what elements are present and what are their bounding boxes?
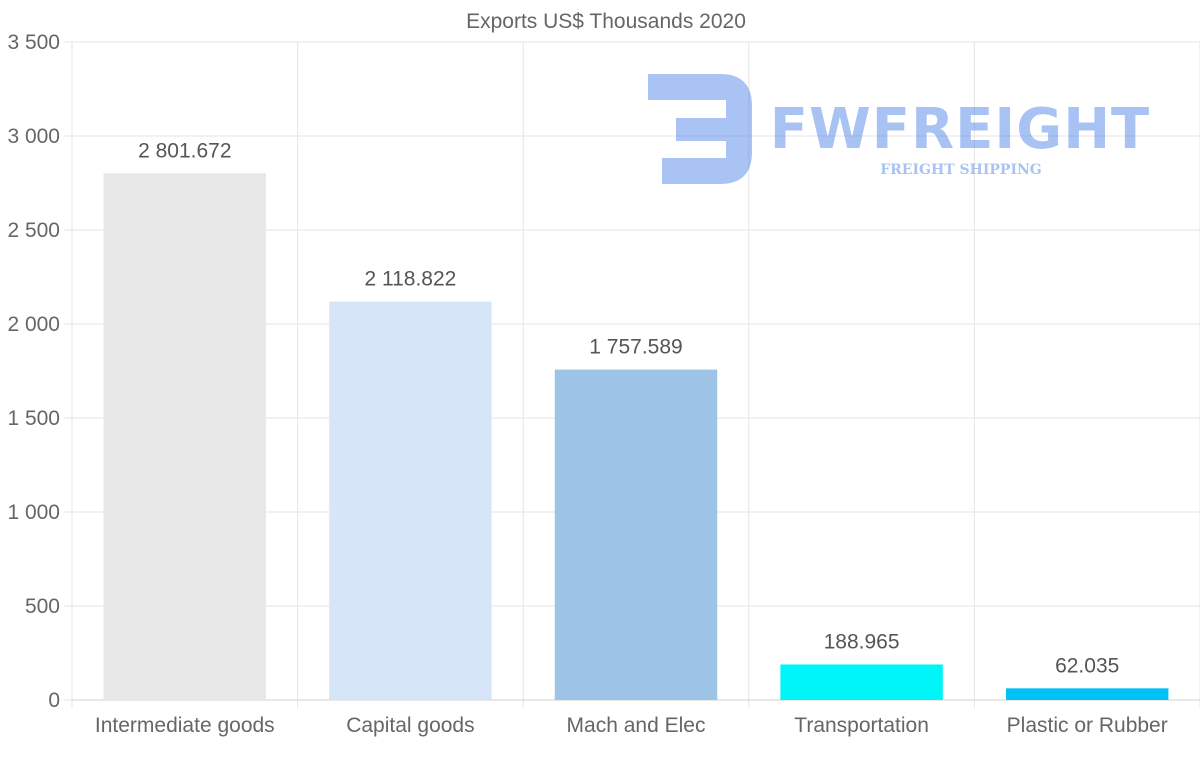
bars: 2 801.672 Intermediate goods 2 118.822 Capi… [95, 139, 1169, 737]
bar-value-label: 62.035 [1055, 654, 1119, 677]
watermark-brand: FWFREIGHT [770, 97, 1151, 162]
x-tick-label: Transportation [794, 714, 929, 737]
bar[interactable] [329, 301, 492, 700]
chart-title: Exports US$ Thousands 2020 [466, 10, 746, 33]
bar-value-label: 1 757.589 [589, 336, 682, 359]
y-tick-label: 2 500 [7, 219, 60, 242]
bar-value-label: 188.965 [824, 630, 900, 653]
bar[interactable] [103, 173, 267, 701]
x-tick-label: Capital goods [346, 714, 474, 737]
y-tick-label: 3 500 [7, 31, 60, 54]
y-tick-label: 500 [25, 595, 60, 618]
grid-lines: 0 500 1 000 1 500 2 000 2 500 3 000 3 500 [7, 31, 1200, 712]
bar[interactable] [780, 664, 943, 700]
y-tick-label: 1 500 [7, 407, 60, 430]
x-tick-label: Intermediate goods [95, 714, 275, 737]
watermark-tagline: FREIGHT SHIPPING [880, 162, 1042, 178]
watermark-logo: FWFREIGHT FREIGHT SHIPPING [648, 74, 1151, 184]
y-tick-label: 3 000 [7, 125, 60, 148]
x-tick-label: Mach and Elec [567, 714, 706, 737]
y-tick-label: 2 000 [7, 313, 60, 336]
bar-value-label: 2 801.672 [138, 139, 231, 162]
x-tick-label: Plastic or Rubber [1007, 714, 1168, 737]
bar[interactable] [1005, 688, 1169, 700]
fwfreight-logo-icon [648, 74, 752, 184]
y-tick-label: 0 [48, 689, 60, 712]
bar[interactable] [554, 369, 718, 700]
bar-value-label: 2 118.822 [364, 268, 456, 291]
logo-mark [648, 74, 752, 184]
y-tick-label: 1 000 [7, 501, 60, 524]
